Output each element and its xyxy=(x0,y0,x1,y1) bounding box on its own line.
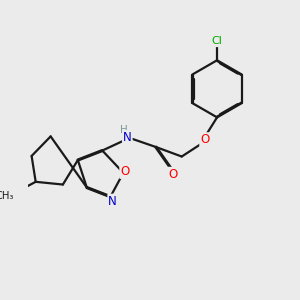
Text: Cl: Cl xyxy=(212,36,223,46)
Text: O: O xyxy=(200,133,209,146)
Text: CH₃: CH₃ xyxy=(0,191,14,201)
Text: N: N xyxy=(108,195,117,208)
Text: O: O xyxy=(120,165,130,178)
Text: O: O xyxy=(168,168,178,181)
Text: N: N xyxy=(123,131,132,144)
Text: H: H xyxy=(120,125,128,135)
